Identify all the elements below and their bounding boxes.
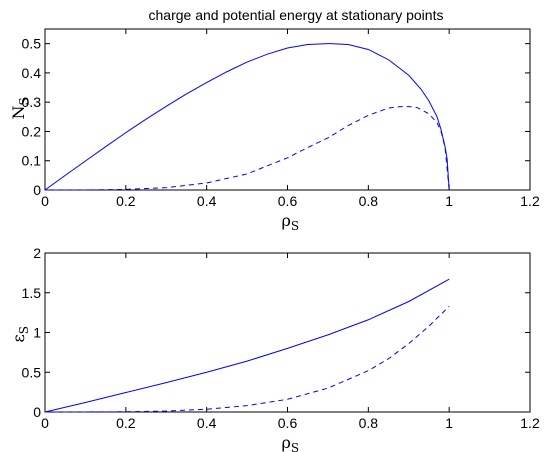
y-axis-label-main: ε bbox=[9, 334, 28, 342]
y-tick-label: 0.5 bbox=[22, 36, 42, 52]
series-line-solid bbox=[44, 278, 450, 413]
x-tick-label: 1 bbox=[445, 415, 453, 431]
x-axis-label-main: ρ bbox=[282, 211, 291, 230]
x-tick-label: 0.8 bbox=[359, 193, 379, 209]
x-tick-label: 0.6 bbox=[278, 193, 298, 209]
y-tick-label: 2 bbox=[33, 245, 41, 261]
x-tick-label: 0.4 bbox=[197, 193, 217, 209]
series-line-dashed bbox=[44, 106, 450, 191]
x-tick-label: 0.2 bbox=[116, 415, 136, 431]
x-axis-label-subscript: S bbox=[291, 219, 299, 233]
x-tick-label: 0.8 bbox=[359, 415, 379, 431]
y-tick-label: 0.2 bbox=[22, 123, 42, 139]
y-axis-label-subscript: S bbox=[17, 97, 31, 105]
plot-frame bbox=[44, 28, 531, 191]
y-tick-label: 0.4 bbox=[22, 65, 42, 81]
x-axis-label-subscript: S bbox=[291, 441, 299, 452]
x-axis-label: ρS bbox=[282, 211, 300, 233]
figure-title: charge and potential energy at stationar… bbox=[149, 7, 444, 23]
series-line-solid bbox=[44, 43, 450, 191]
y-tick-label: 0 bbox=[33, 404, 41, 420]
x-tick-label: 0.2 bbox=[116, 193, 136, 209]
y-tick-label: 0.1 bbox=[22, 153, 42, 169]
series-line-dashed bbox=[44, 305, 450, 413]
y-axis-label: εS bbox=[9, 326, 31, 343]
x-tick-label: 1.2 bbox=[520, 415, 540, 431]
x-tick-label: 0.6 bbox=[278, 415, 298, 431]
y-axis-label-subscript: S bbox=[17, 326, 31, 334]
x-axis-label: ρS bbox=[282, 433, 300, 452]
x-axis-label-main: ρ bbox=[282, 433, 291, 452]
y-tick-label: 1.5 bbox=[22, 285, 42, 301]
x-tick-label: 0.4 bbox=[197, 415, 217, 431]
y-axis-label-main: N bbox=[9, 106, 28, 120]
y-tick-label: 0.3 bbox=[22, 94, 42, 110]
plot-frame bbox=[44, 252, 531, 413]
y-tick-label: 0 bbox=[33, 182, 41, 198]
x-tick-label: 1.2 bbox=[520, 193, 540, 209]
y-tick-label: 0.5 bbox=[22, 364, 42, 380]
x-tick-label: 1 bbox=[445, 193, 453, 209]
x-tick-label: 0 bbox=[41, 193, 49, 209]
y-axis-label: NS bbox=[9, 97, 31, 119]
x-tick-label: 0 bbox=[41, 415, 49, 431]
y-tick-label: 1 bbox=[33, 325, 41, 341]
